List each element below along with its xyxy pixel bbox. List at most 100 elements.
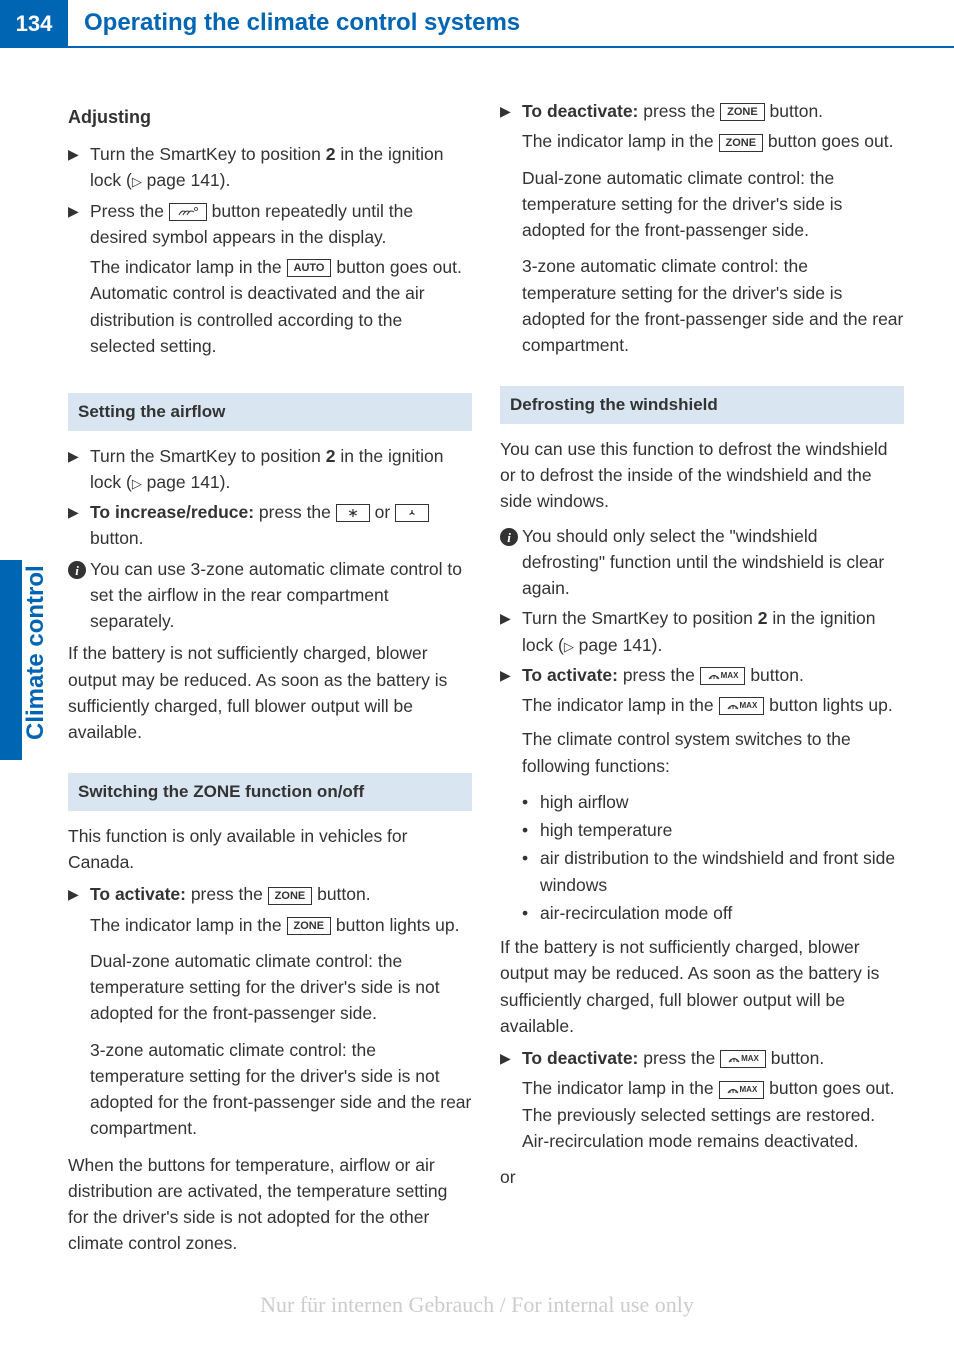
zone-heading: Switching the ZONE function on/off [68,773,472,811]
info-item: i You should only select the "windshield… [500,523,904,602]
fan-increase-icon [336,504,370,522]
page-header: 134 Operating the climate control system… [0,0,954,48]
text: press the [186,884,268,904]
text: button goes out. [763,131,893,151]
bullet-list: •high airflow •high temperature •air dis… [522,789,904,926]
text: Turn the SmartKey to position [522,608,758,628]
list-item: ▶ To deactivate: press the MAX button. T… [500,1045,904,1160]
page-number: 134 [0,0,68,48]
triangle-icon: ▶ [68,443,90,496]
text: button. [312,884,370,904]
text: Turn the SmartKey to position [90,144,326,164]
text: Dual-zone automatic climate control: the… [90,948,472,1027]
defrost-heading: Defrosting the windshield [500,386,904,424]
zone-icon: ZONE [287,917,332,935]
info-icon: i [500,528,518,546]
text: press the [638,1048,720,1068]
text: You should only select the "windshield d… [522,523,904,602]
right-column: ▶ To deactivate: press the ZONE button. … [500,98,904,1263]
text: 3-zone automatic climate control: the te… [522,253,904,358]
text: page 141). [574,635,663,655]
defrost-max-icon: MAX [700,667,746,685]
zone-icon: ZONE [268,887,313,905]
text: This function is only available in vehic… [68,823,472,876]
triangle-icon: ▶ [68,499,90,552]
text: press the [638,101,720,121]
text: page 141). [142,170,231,190]
defrost-max-icon: MAX [719,1081,765,1099]
text: The indicator lamp in the [90,257,287,277]
adjusting-heading: Adjusting [68,104,472,131]
text: button. [745,665,803,685]
defrost-max-icon: MAX [719,697,765,715]
text: Dual-zone automatic climate control: the… [522,165,904,244]
auto-icon: AUTO [287,259,332,277]
info-icon: i [68,561,86,579]
text-bold: To deactivate: [522,101,638,121]
text: air-recirculation mode off [540,900,732,926]
text: Press the [90,201,169,221]
title-bar: Operating the climate control systems [68,0,954,48]
text: You can use 3-zone automatic climate con… [90,556,472,635]
list-item: ▶ To activate: press the ZONE button. Th… [68,881,472,944]
text: page 141). [142,472,231,492]
text: button lights up. [764,695,892,715]
airflow-heading: Setting the airflow [68,393,472,431]
list-item: ▶ To increase/reduce: press the or butto… [68,499,472,552]
text: button. [90,528,144,548]
text: press the [618,665,700,685]
ref-icon: ▷ [564,639,574,654]
text: button. [766,1048,824,1068]
text: When the buttons for temperature, airflo… [68,1152,472,1257]
triangle-icon: ▶ [500,605,522,658]
list-item: ▶ Press the button repeatedly until the … [68,198,472,366]
triangle-icon: ▶ [500,1045,522,1160]
triangle-icon: ▶ [68,198,90,366]
list-item: ▶ Turn the SmartKey to position 2 in the… [68,443,472,496]
text: Turn the SmartKey to position [90,446,326,466]
text: high temperature [540,817,672,843]
bullet-icon: • [522,845,540,898]
info-item: i You can use 3-zone automatic climate c… [68,556,472,635]
text: 3-zone automatic climate control: the te… [90,1037,472,1142]
fan-decrease-icon [395,504,429,522]
text: button lights up. [331,915,459,935]
text: The indicator lamp in the [522,695,719,715]
side-label: Climate control [22,565,50,740]
text: You can use this function to defrost the… [500,436,904,515]
text: air distribution to the windshield and f… [540,845,904,898]
text: or [500,1164,904,1190]
page-title: Operating the climate control systems [84,9,520,37]
text: The indicator lamp in the [522,131,719,151]
text-bold: To activate: [522,665,618,685]
text: If the battery is not sufficiently charg… [68,640,472,745]
list-item: ▶ To activate: press the MAX button. The… [500,662,904,785]
bullet-icon: • [522,900,540,926]
text: button. [765,101,823,121]
ref-icon: ▷ [132,174,142,189]
zone-icon: ZONE [720,103,765,121]
triangle-icon: ▶ [68,881,90,944]
ref-icon: ▷ [132,476,142,491]
text-bold: 2 [326,446,336,466]
list-item: ▶ Turn the SmartKey to position 2 in the… [68,141,472,194]
text: The indicator lamp in the [90,915,287,935]
text-bold: 2 [758,608,768,628]
air-distribution-icon [169,203,207,221]
side-tab [0,560,22,760]
triangle-icon: ▶ [500,662,522,785]
text-bold: 2 [326,144,336,164]
bullet-icon: • [522,789,540,815]
left-column: Adjusting ▶ Turn the SmartKey to positio… [68,98,472,1263]
text: The indicator lamp in the [522,1078,719,1098]
defrost-max-icon: MAX [720,1050,766,1068]
text: high airflow [540,789,629,815]
content-area: Adjusting ▶ Turn the SmartKey to positio… [0,48,954,1263]
triangle-icon: ▶ [68,141,90,194]
text: press the [254,502,336,522]
triangle-icon: ▶ [500,98,522,161]
text: or [370,502,395,522]
text: The climate control system switches to t… [522,726,904,779]
list-item: ▶ Turn the SmartKey to position 2 in the… [500,605,904,658]
bullet-icon: • [522,817,540,843]
